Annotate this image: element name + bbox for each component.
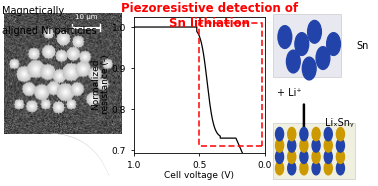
Circle shape [302, 57, 316, 80]
FancyBboxPatch shape [273, 14, 341, 77]
Circle shape [312, 161, 320, 175]
Circle shape [324, 161, 332, 175]
Circle shape [276, 127, 284, 141]
Circle shape [336, 127, 344, 141]
Circle shape [336, 161, 344, 175]
Circle shape [324, 139, 332, 152]
Y-axis label: Normalized
resistance (-): Normalized resistance (-) [91, 55, 110, 114]
Circle shape [336, 150, 344, 163]
Text: aligned Ni particles: aligned Ni particles [2, 26, 96, 36]
Circle shape [300, 139, 308, 152]
Circle shape [312, 127, 320, 141]
Text: Piezoresistive detection of
Sn lithiation: Piezoresistive detection of Sn lithiatio… [121, 2, 298, 30]
FancyArrowPatch shape [50, 133, 109, 175]
Text: Sn: Sn [357, 41, 369, 51]
Bar [200, 23, 262, 146]
Circle shape [308, 20, 321, 43]
Text: + Li⁺: + Li⁺ [277, 88, 302, 98]
Circle shape [300, 161, 308, 175]
Circle shape [327, 33, 341, 55]
Circle shape [278, 26, 292, 48]
Circle shape [300, 150, 308, 163]
Circle shape [300, 127, 308, 141]
Text: LiₓSnᵧ: LiₓSnᵧ [325, 118, 354, 128]
Circle shape [276, 161, 284, 175]
Circle shape [312, 139, 320, 152]
Circle shape [276, 139, 284, 152]
Circle shape [324, 150, 332, 163]
Circle shape [324, 127, 332, 141]
Circle shape [288, 161, 296, 175]
Text: 10 μm: 10 μm [74, 14, 97, 20]
Circle shape [312, 150, 320, 163]
Text: Magnetically: Magnetically [2, 6, 64, 16]
Circle shape [288, 139, 296, 152]
Circle shape [276, 150, 284, 163]
FancyBboxPatch shape [273, 123, 355, 179]
Circle shape [295, 33, 309, 55]
Circle shape [316, 47, 330, 69]
Circle shape [288, 127, 296, 141]
X-axis label: Cell voltage (V): Cell voltage (V) [164, 171, 234, 180]
Circle shape [288, 150, 296, 163]
Circle shape [336, 139, 344, 152]
Circle shape [287, 50, 300, 73]
